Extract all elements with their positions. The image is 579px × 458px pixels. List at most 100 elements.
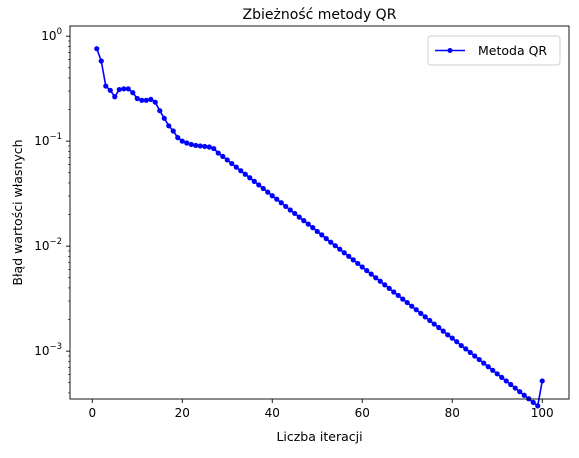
data-point	[265, 189, 271, 195]
series-line	[96, 48, 544, 407]
data-point	[418, 310, 424, 316]
x-axis-ticks: 0 20 40 60 80 100	[88, 399, 554, 420]
data-point	[323, 236, 329, 242]
data-point	[94, 46, 100, 52]
data-point	[463, 346, 469, 352]
data-point	[337, 246, 343, 252]
data-point	[341, 250, 347, 256]
data-point	[107, 87, 113, 93]
data-point	[346, 253, 352, 259]
data-point	[400, 296, 406, 302]
data-point	[220, 153, 226, 159]
data-point	[440, 328, 446, 334]
data-point	[125, 86, 131, 92]
data-point	[112, 94, 118, 100]
data-point	[404, 299, 410, 306]
data-point	[161, 115, 167, 121]
data-point	[202, 143, 208, 150]
legend-box	[427, 35, 561, 66]
x-axis-label: Liczba iteracji	[276, 429, 362, 444]
data-point	[130, 90, 136, 96]
data-point	[287, 207, 293, 213]
data-point	[251, 178, 257, 184]
data-point	[413, 307, 419, 313]
data-point	[364, 267, 370, 274]
data-point	[445, 332, 451, 338]
data-point	[449, 335, 455, 341]
data-point	[188, 141, 194, 148]
data-point	[481, 360, 487, 366]
data-point	[494, 371, 500, 377]
data-point	[431, 321, 437, 327]
data-point	[350, 257, 356, 263]
x-tick-label: 40	[265, 406, 280, 420]
data-point	[422, 314, 428, 320]
data-point	[260, 185, 266, 192]
data-point	[229, 160, 235, 167]
data-point	[193, 142, 199, 149]
data-point	[386, 285, 392, 291]
data-point	[148, 96, 154, 102]
data-point	[476, 356, 482, 363]
x-tick-label: 100	[531, 406, 554, 420]
data-point	[143, 97, 149, 103]
data-point	[233, 164, 239, 170]
data-point	[409, 303, 415, 309]
data-point	[328, 239, 334, 245]
data-point	[427, 317, 433, 324]
legend-marker-sample	[447, 48, 453, 53]
data-point	[454, 339, 460, 345]
y-tick-label: 10−2	[34, 237, 62, 253]
x-tick-label: 80	[445, 406, 460, 420]
x-tick-label: 20	[175, 406, 190, 420]
data-point	[314, 228, 320, 235]
data-point	[355, 260, 361, 267]
data-point	[373, 275, 379, 281]
data-point	[391, 289, 397, 295]
data-point	[179, 138, 185, 144]
data-point	[472, 353, 478, 359]
data-point	[359, 264, 365, 270]
data-point	[274, 196, 280, 202]
data-point	[139, 97, 145, 103]
x-tick-label: 0	[88, 406, 96, 420]
data-point	[175, 135, 181, 141]
chart-title: Zbieżność metody QR	[243, 7, 397, 23]
data-point	[283, 203, 289, 210]
data-point	[301, 218, 307, 224]
y-tick-label: 100	[41, 27, 62, 43]
plot-layer	[94, 46, 545, 409]
data-point	[395, 292, 401, 299]
data-point	[436, 324, 442, 331]
data-point	[292, 210, 298, 217]
data-point	[296, 214, 302, 220]
data-point	[332, 243, 338, 249]
data-point	[508, 381, 514, 388]
data-point	[310, 225, 316, 231]
data-point	[490, 367, 496, 373]
data-point	[382, 282, 388, 288]
data-point	[485, 364, 491, 370]
data-point	[197, 143, 203, 149]
data-point	[170, 128, 176, 134]
data-point	[535, 403, 541, 409]
y-axis-label: Błąd wartości własnych	[10, 139, 25, 285]
data-point	[247, 175, 253, 181]
data-point	[211, 145, 217, 152]
data-point	[539, 378, 545, 384]
data-point	[278, 200, 284, 206]
x-tick-label: 60	[355, 406, 370, 420]
data-point	[319, 232, 325, 238]
data-point	[256, 182, 262, 188]
data-point	[215, 150, 221, 156]
y-tick-label: 10−3	[34, 342, 62, 358]
data-point	[377, 278, 383, 284]
data-point	[368, 271, 374, 277]
legend: Metoda QR	[427, 35, 561, 66]
y-axis-ticks: 10−3 10−2 10−1 100	[34, 27, 70, 394]
data-point	[157, 108, 163, 114]
data-point	[152, 99, 158, 105]
data-point	[499, 374, 505, 381]
